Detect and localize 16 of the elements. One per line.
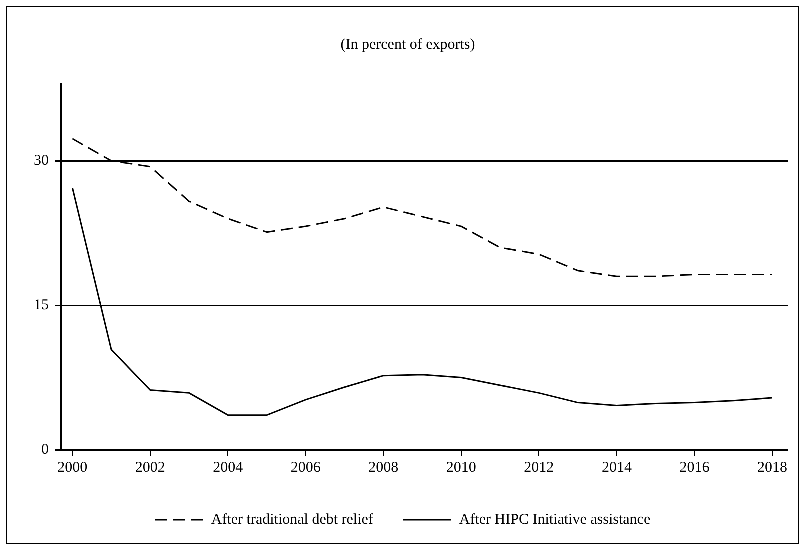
y-tick-label: 15 <box>34 297 49 314</box>
x-tick-label: 2014 <box>602 460 632 476</box>
x-tick-label: 2008 <box>368 460 399 476</box>
legend-label: After traditional debt relief <box>211 512 374 528</box>
chart-title: (In percent of exports) <box>340 36 476 53</box>
x-tick-label: 2016 <box>680 460 710 476</box>
y-tick-label: 0 <box>42 442 49 458</box>
x-tick-label: 2000 <box>58 460 88 476</box>
x-tick-label: 2018 <box>757 460 788 476</box>
legend-label: After HIPC Initiative assistance <box>459 512 651 528</box>
x-tick-label: 2004 <box>213 460 244 476</box>
x-tick-label: 2006 <box>290 460 322 476</box>
x-tick-label: 2012 <box>524 460 554 476</box>
x-tick-label: 2002 <box>135 460 166 476</box>
x-tick-label: 2010 <box>446 460 476 476</box>
y-tick-label: 30 <box>34 152 49 169</box>
